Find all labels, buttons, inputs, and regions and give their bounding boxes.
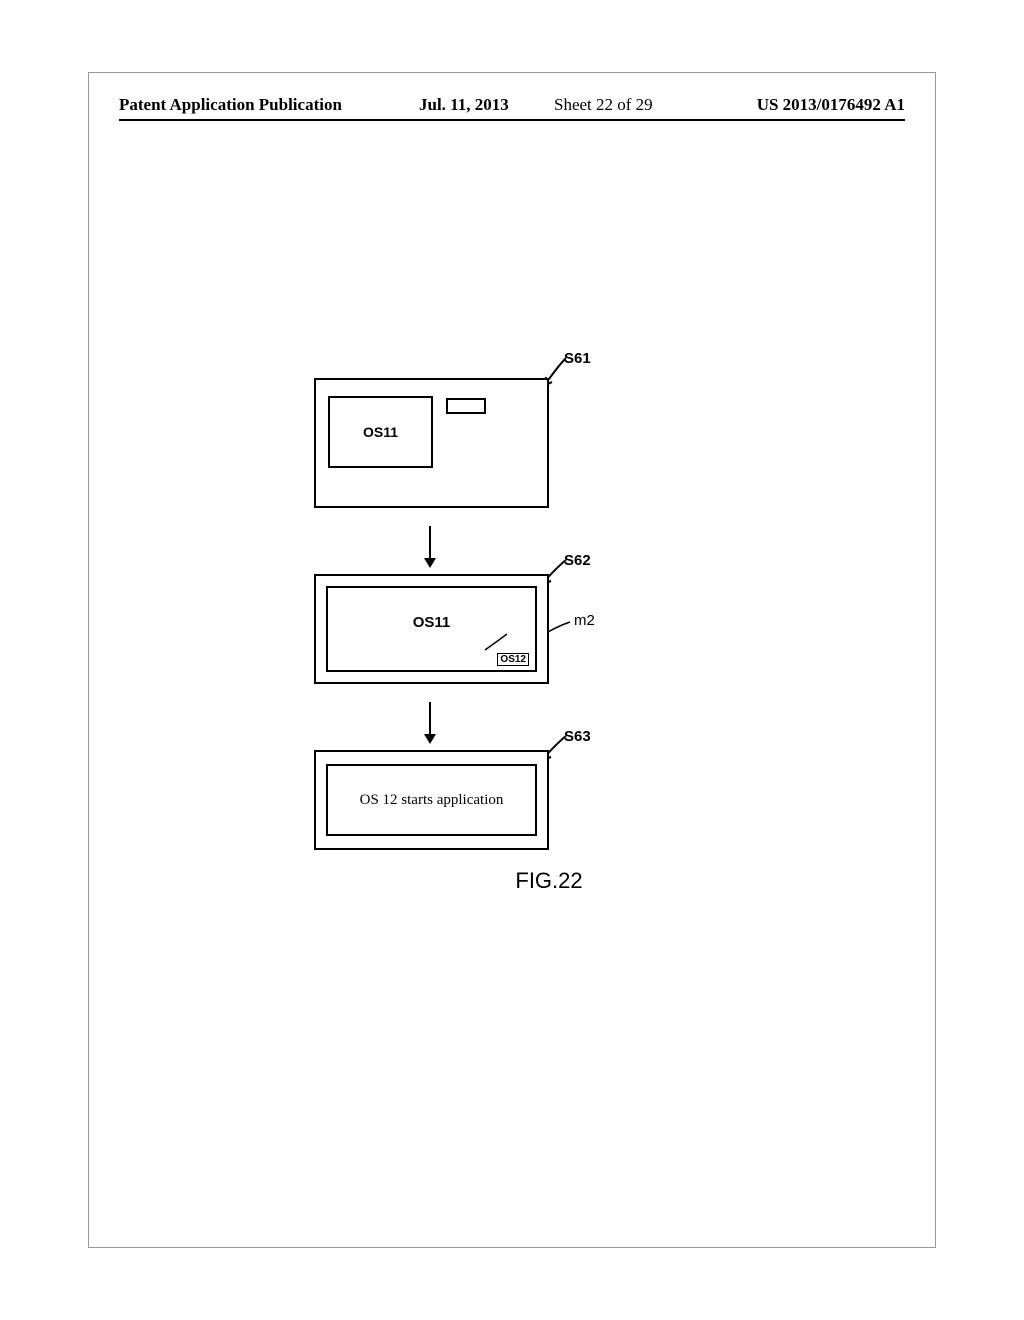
figure-22: S61 OS11 S62 m2 <box>314 378 714 894</box>
ref-m2: m2 <box>574 612 595 629</box>
page-frame: Patent Application Publication Jul. 11, … <box>88 72 936 1248</box>
box-os11-b: OS11 OS12 <box>326 586 537 672</box>
ref-s63: S63 <box>564 728 591 745</box>
box-os11-b-label: OS11 <box>413 614 451 631</box>
mini-os12: OS12 <box>497 653 529 666</box>
screen-s63: OS 12 starts application <box>314 750 549 850</box>
figure-caption: FIG.22 <box>384 868 714 894</box>
header-date: Jul. 11, 2013 <box>419 95 509 115</box>
step-s61: S61 OS11 <box>314 378 714 508</box>
ref-s62: S62 <box>564 552 591 569</box>
box-os11: OS11 <box>328 396 433 468</box>
empty-slot <box>446 398 486 414</box>
box-os12-starts: OS 12 starts application <box>326 764 537 836</box>
screen-s61: OS11 <box>314 378 549 508</box>
arrow-s62-s63 <box>429 702 431 742</box>
ref-s61: S61 <box>564 350 591 367</box>
step-s63: S63 OS 12 starts application <box>314 750 714 850</box>
leader-mini <box>481 632 511 652</box>
header-sheet: Sheet 22 of 29 <box>554 95 653 115</box>
ref-m2-label: m2 <box>574 612 595 629</box>
header-publication: Patent Application Publication <box>119 95 342 115</box>
header-pubno: US 2013/0176492 A1 <box>757 95 905 115</box>
arrow-s61-s62 <box>429 526 431 566</box>
screen-s62: OS11 OS12 <box>314 574 549 684</box>
page-header: Patent Application Publication Jul. 11, … <box>119 89 905 121</box>
step-s62: S62 m2 OS11 OS12 <box>314 574 714 684</box>
